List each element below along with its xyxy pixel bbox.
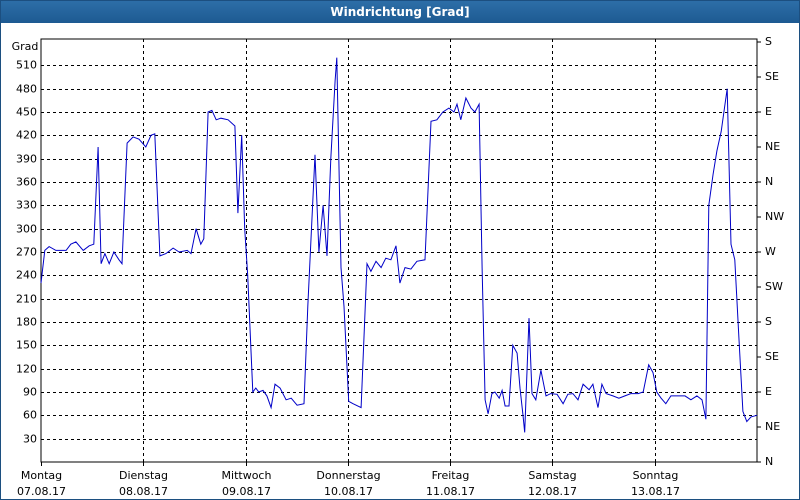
y-tick-label: 480 xyxy=(16,83,37,96)
y-axis-label: Grad xyxy=(12,40,39,53)
y-tick-label: 270 xyxy=(16,246,37,259)
y-tick-label: 60 xyxy=(23,409,37,422)
data-line xyxy=(40,57,758,433)
y2-tick-label: SE xyxy=(765,350,779,363)
y-tick-label: 210 xyxy=(16,293,37,306)
y-tick-label: 30 xyxy=(23,433,37,446)
y2-tick-label: N xyxy=(765,175,773,188)
y-tick-label: 390 xyxy=(16,153,37,166)
y2-tick-label: S xyxy=(765,35,772,48)
x-tick-label: Freitag xyxy=(432,469,470,482)
y-tick-label: 360 xyxy=(16,176,37,189)
y2-tick-label: SE xyxy=(765,70,779,83)
y-tick-label: 450 xyxy=(16,106,37,119)
y2-tick-label: E xyxy=(765,105,772,118)
x-tick-label: 08.08.17 xyxy=(119,485,168,498)
y-tick-label: 330 xyxy=(16,199,37,212)
x-tick-label: Donnerstag xyxy=(316,469,380,482)
y2-tick-label: NE xyxy=(765,140,780,153)
y-tick-label: 120 xyxy=(16,363,37,376)
x-tick-label: Dienstag xyxy=(119,469,168,482)
y2-tick-label: S xyxy=(765,315,772,328)
y-tick-label: 180 xyxy=(16,316,37,329)
x-tick-label: 11.08.17 xyxy=(426,485,475,498)
plot-frame xyxy=(40,38,758,463)
x-tick-label: 10.08.17 xyxy=(324,485,373,498)
title-bar: Windrichtung [Grad] xyxy=(1,1,799,23)
y2-tick-label: NE xyxy=(765,420,780,433)
chart: Grad 30 60 90 120 150 180 210 240 270 300 330 360 39… xyxy=(12,35,785,498)
y2-tick-label: SW xyxy=(765,280,783,293)
y2-tick-label: N xyxy=(765,455,773,468)
x-tick-label: Samstag xyxy=(528,469,576,482)
y-tick-label: 420 xyxy=(16,129,37,142)
x-tick-label: Mittwoch xyxy=(222,469,272,482)
y-tick-label: 510 xyxy=(16,59,37,72)
y2-tick-label: W xyxy=(765,245,776,258)
x-tick-label: 13.08.17 xyxy=(631,485,680,498)
y2-tick-label: E xyxy=(765,385,772,398)
x-tick-label: 09.08.17 xyxy=(222,485,271,498)
y2-tick-label: NW xyxy=(765,210,784,223)
y-tick-label: 240 xyxy=(16,269,37,282)
y-tick-label: 150 xyxy=(16,339,37,352)
y-tick-label: 300 xyxy=(16,223,37,236)
y-tick-label: 90 xyxy=(23,386,37,399)
x-tick-label: 12.08.17 xyxy=(528,485,577,498)
x-tick-label: 07.08.17 xyxy=(17,485,66,498)
x-tick-label: Montag xyxy=(21,469,62,482)
x-tick-label: Sonntag xyxy=(633,469,679,482)
